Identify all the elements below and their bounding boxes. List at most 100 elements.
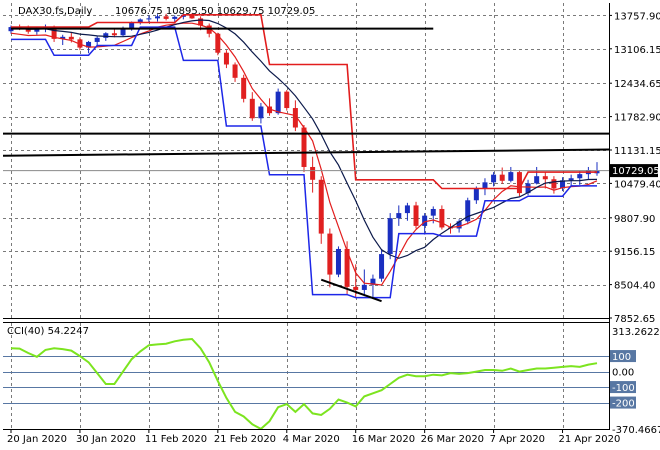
bear-candle xyxy=(223,52,229,65)
candlestick-series xyxy=(8,13,600,298)
bull-candle xyxy=(379,254,385,279)
price-axis-labels: 13757.90 13106.15 12434.65 11782.90 11131.15… xyxy=(609,11,660,325)
bear-candle xyxy=(353,286,359,290)
cci-label: CCI(40) 54.2247 xyxy=(7,326,89,337)
time-tick-label: 21 Apr 2020 xyxy=(559,434,621,445)
chart-header-ohlc: 10676.75 10895.50 10629.75 10729.05 xyxy=(115,6,315,17)
price-tick-label: 11782.90 xyxy=(614,113,660,124)
bear-candle xyxy=(215,33,221,53)
bull-candle xyxy=(34,28,40,32)
bull-candle xyxy=(86,41,92,48)
bull-candle xyxy=(137,19,143,23)
bear-candle xyxy=(318,179,324,234)
time-tick-label: 30 Jan 2020 xyxy=(76,434,136,445)
price-tick-label: 11131.15 xyxy=(614,146,660,157)
bull-candle xyxy=(387,218,393,255)
bear-candle xyxy=(301,127,307,167)
bull-candle xyxy=(258,106,264,119)
support-trendline xyxy=(320,278,382,303)
bull-candle xyxy=(60,36,66,39)
cci-tick-label: -200 xyxy=(612,399,635,410)
time-tick-label: 20 Jan 2020 xyxy=(7,434,67,445)
price-tick-label: 13106.15 xyxy=(614,45,660,56)
step-high-line xyxy=(11,14,597,190)
cci-level-box xyxy=(610,381,636,394)
price-tick-label: 9156.15 xyxy=(614,247,655,258)
bear-candle xyxy=(249,98,255,119)
cci-tick-label: 0.00 xyxy=(612,368,634,379)
bull-candle xyxy=(146,18,152,20)
cci-tick-label: -370.4667 xyxy=(612,425,660,436)
bull-candle xyxy=(577,174,583,179)
bull-candle xyxy=(404,205,410,214)
bull-candle xyxy=(422,215,428,226)
time-tick-label: 4 Mar 2020 xyxy=(283,434,340,445)
bull-candle xyxy=(525,183,531,194)
bull-candle xyxy=(172,16,178,19)
bear-candle xyxy=(198,18,204,26)
bear-candle xyxy=(206,25,212,34)
time-tick-label: 16 Mar 2020 xyxy=(352,434,415,445)
bull-candle xyxy=(103,33,109,38)
bull-candle xyxy=(129,22,135,29)
bear-candle xyxy=(284,91,290,109)
bull-candle xyxy=(396,213,402,219)
bear-candle xyxy=(499,174,505,181)
cci-tick-label: -100 xyxy=(612,383,635,394)
bull-candle xyxy=(508,172,514,181)
bear-candle xyxy=(232,64,238,78)
bear-candle xyxy=(516,172,522,194)
bull-candle xyxy=(120,28,126,36)
cci-tick-label: 100 xyxy=(612,352,631,363)
cci-tick-label: 313.2622 xyxy=(612,327,660,338)
bull-candle xyxy=(465,200,471,222)
bear-candle xyxy=(327,233,333,275)
cci-level-box xyxy=(610,350,636,363)
bull-candle xyxy=(275,91,281,114)
price-tick-label: 7852.65 xyxy=(614,314,655,325)
bull-candle xyxy=(568,178,574,181)
bear-candle xyxy=(344,248,350,287)
bear-candle xyxy=(77,39,83,48)
cci-indicator xyxy=(3,337,609,431)
price-tick-label: 13757.90 xyxy=(614,11,660,22)
axes xyxy=(3,3,610,430)
bear-candle xyxy=(292,108,298,128)
price-tick-label: 9807.90 xyxy=(614,214,655,225)
bull-candle xyxy=(94,37,100,42)
bull-candle xyxy=(430,208,436,216)
bear-candle xyxy=(241,77,247,99)
bull-candle xyxy=(155,16,160,19)
bear-candle xyxy=(439,208,445,228)
weekly-low-step-line xyxy=(11,26,597,299)
bear-candle xyxy=(267,106,273,114)
price-tick-label: 8504.40 xyxy=(614,281,655,292)
bull-candle xyxy=(473,188,479,201)
cci-line xyxy=(10,337,598,431)
chart-header-symbol: DAX30.fs,Daily xyxy=(18,6,92,17)
bear-candle xyxy=(551,179,557,189)
bear-candle xyxy=(25,29,31,32)
bull-candle xyxy=(335,248,341,275)
bear-candle xyxy=(189,14,195,19)
cci-level-box xyxy=(610,396,636,409)
bear-candle xyxy=(51,27,57,39)
current-price-label: 10729.05 xyxy=(612,166,660,177)
bull-candle xyxy=(482,182,488,189)
price-tick-label: 10479.40 xyxy=(614,179,660,190)
long-term-trendline xyxy=(2,148,610,157)
bear-candle xyxy=(542,176,548,180)
price-tick-label: 12434.65 xyxy=(614,79,660,90)
bear-candle xyxy=(111,33,117,36)
bull-candle xyxy=(456,221,462,229)
bull-candle xyxy=(361,284,367,290)
ma-mid-line xyxy=(10,19,598,259)
time-axis-labels: 20 Jan 2020 30 Jan 2020 11 Feb 2020 21 Feb … xyxy=(7,429,620,445)
bull-candle xyxy=(534,176,540,184)
overlay-lines xyxy=(2,14,610,303)
bear-candle xyxy=(310,166,316,180)
time-tick-label: 26 Mar 2020 xyxy=(421,434,484,445)
bear-candle xyxy=(413,205,419,226)
